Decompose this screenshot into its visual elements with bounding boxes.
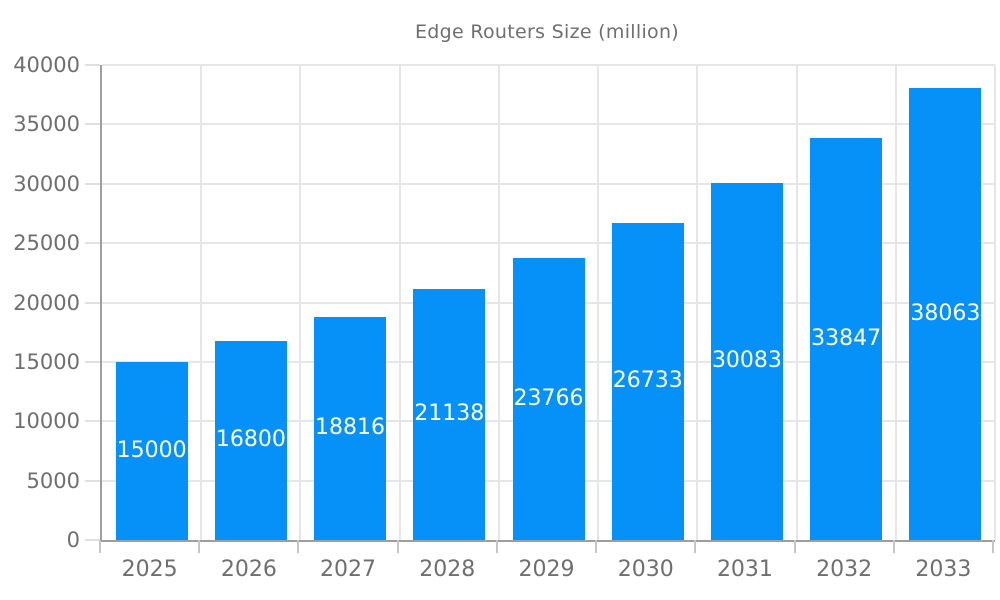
- y-axis-tick-label: 20000: [13, 290, 80, 315]
- gridline-vertical: [399, 65, 401, 540]
- bar[interactable]: [214, 340, 287, 540]
- legend-swatch-icon: [321, 23, 401, 42]
- x-axis-tick-label: 2033: [915, 557, 972, 582]
- y-axis-tick-icon: [85, 242, 100, 245]
- x-axis-tick-label: 2031: [716, 557, 773, 582]
- x-axis-tick-icon: [397, 540, 399, 553]
- y-axis-tick-icon: [85, 539, 100, 541]
- gridline-vertical: [994, 65, 996, 540]
- bar[interactable]: [115, 361, 188, 540]
- x-axis-tick-label: 2026: [220, 557, 277, 582]
- gridline-vertical: [895, 65, 897, 540]
- x-axis-tick-label: 2027: [320, 557, 377, 582]
- x-axis-tick-label: 2032: [816, 557, 873, 582]
- y-axis-tick-icon: [85, 123, 100, 126]
- plot-area: 15000 16800 18816 21138 23766 26733 30083 33847…: [100, 64, 996, 542]
- x-axis-tick-icon: [297, 540, 299, 553]
- y-axis-tick-label: 35000: [13, 112, 80, 137]
- x-axis-tick-icon: [992, 540, 994, 553]
- x-axis-tick-label: 2025: [121, 557, 178, 582]
- y-axis-tick-label: 0: [66, 528, 80, 552]
- y-axis-tick-label: 25000: [13, 231, 80, 256]
- x-axis-tick-icon: [893, 540, 895, 553]
- bar[interactable]: [710, 182, 783, 540]
- y-axis-tick-icon: [85, 182, 100, 185]
- gridline-vertical: [200, 65, 202, 540]
- y-axis-tick-icon: [85, 64, 100, 66]
- x-axis-tick-icon: [595, 540, 597, 553]
- bar[interactable]: [810, 138, 883, 540]
- gridline-horizontal: [102, 64, 995, 66]
- y-axis-tick-icon: [85, 360, 100, 363]
- y-axis-tick-icon: [85, 420, 100, 423]
- x-axis-tick-icon: [496, 540, 498, 553]
- gridline-horizontal: [102, 182, 995, 185]
- gridline-vertical: [498, 65, 500, 540]
- x-axis-tick-icon: [198, 540, 200, 553]
- y-axis-tick-label: 40000: [13, 53, 80, 77]
- gridline-horizontal: [102, 242, 995, 245]
- bar[interactable]: [512, 257, 585, 540]
- y-axis-tick-label: 30000: [13, 171, 80, 196]
- y-axis-tick-icon: [85, 301, 100, 304]
- y-axis-tick-icon: [85, 479, 100, 482]
- y-axis-tick-label: 15000: [13, 349, 80, 374]
- gridline-horizontal: [102, 123, 995, 126]
- y-axis-tick-label: 5000: [26, 468, 80, 493]
- gridline-vertical: [299, 65, 301, 540]
- bar[interactable]: [413, 289, 486, 540]
- gridline-vertical: [597, 65, 599, 540]
- bar[interactable]: [314, 316, 387, 540]
- x-axis-tick-icon: [794, 540, 796, 553]
- gridline-vertical: [696, 65, 698, 540]
- bar[interactable]: [909, 88, 982, 540]
- legend: Edge Routers Size (million): [0, 19, 1000, 45]
- x-axis-tick-icon: [99, 540, 101, 553]
- x-axis-tick-icon: [694, 540, 696, 553]
- gridline-vertical: [796, 65, 798, 540]
- bar[interactable]: [611, 222, 684, 540]
- x-axis-tick-label: 2030: [617, 557, 674, 582]
- x-axis-tick-label: 2029: [518, 557, 575, 582]
- y-axis-tick-label: 10000: [13, 409, 80, 434]
- x-axis-tick-label: 2028: [419, 557, 476, 582]
- legend-label: Edge Routers Size (million): [414, 21, 679, 43]
